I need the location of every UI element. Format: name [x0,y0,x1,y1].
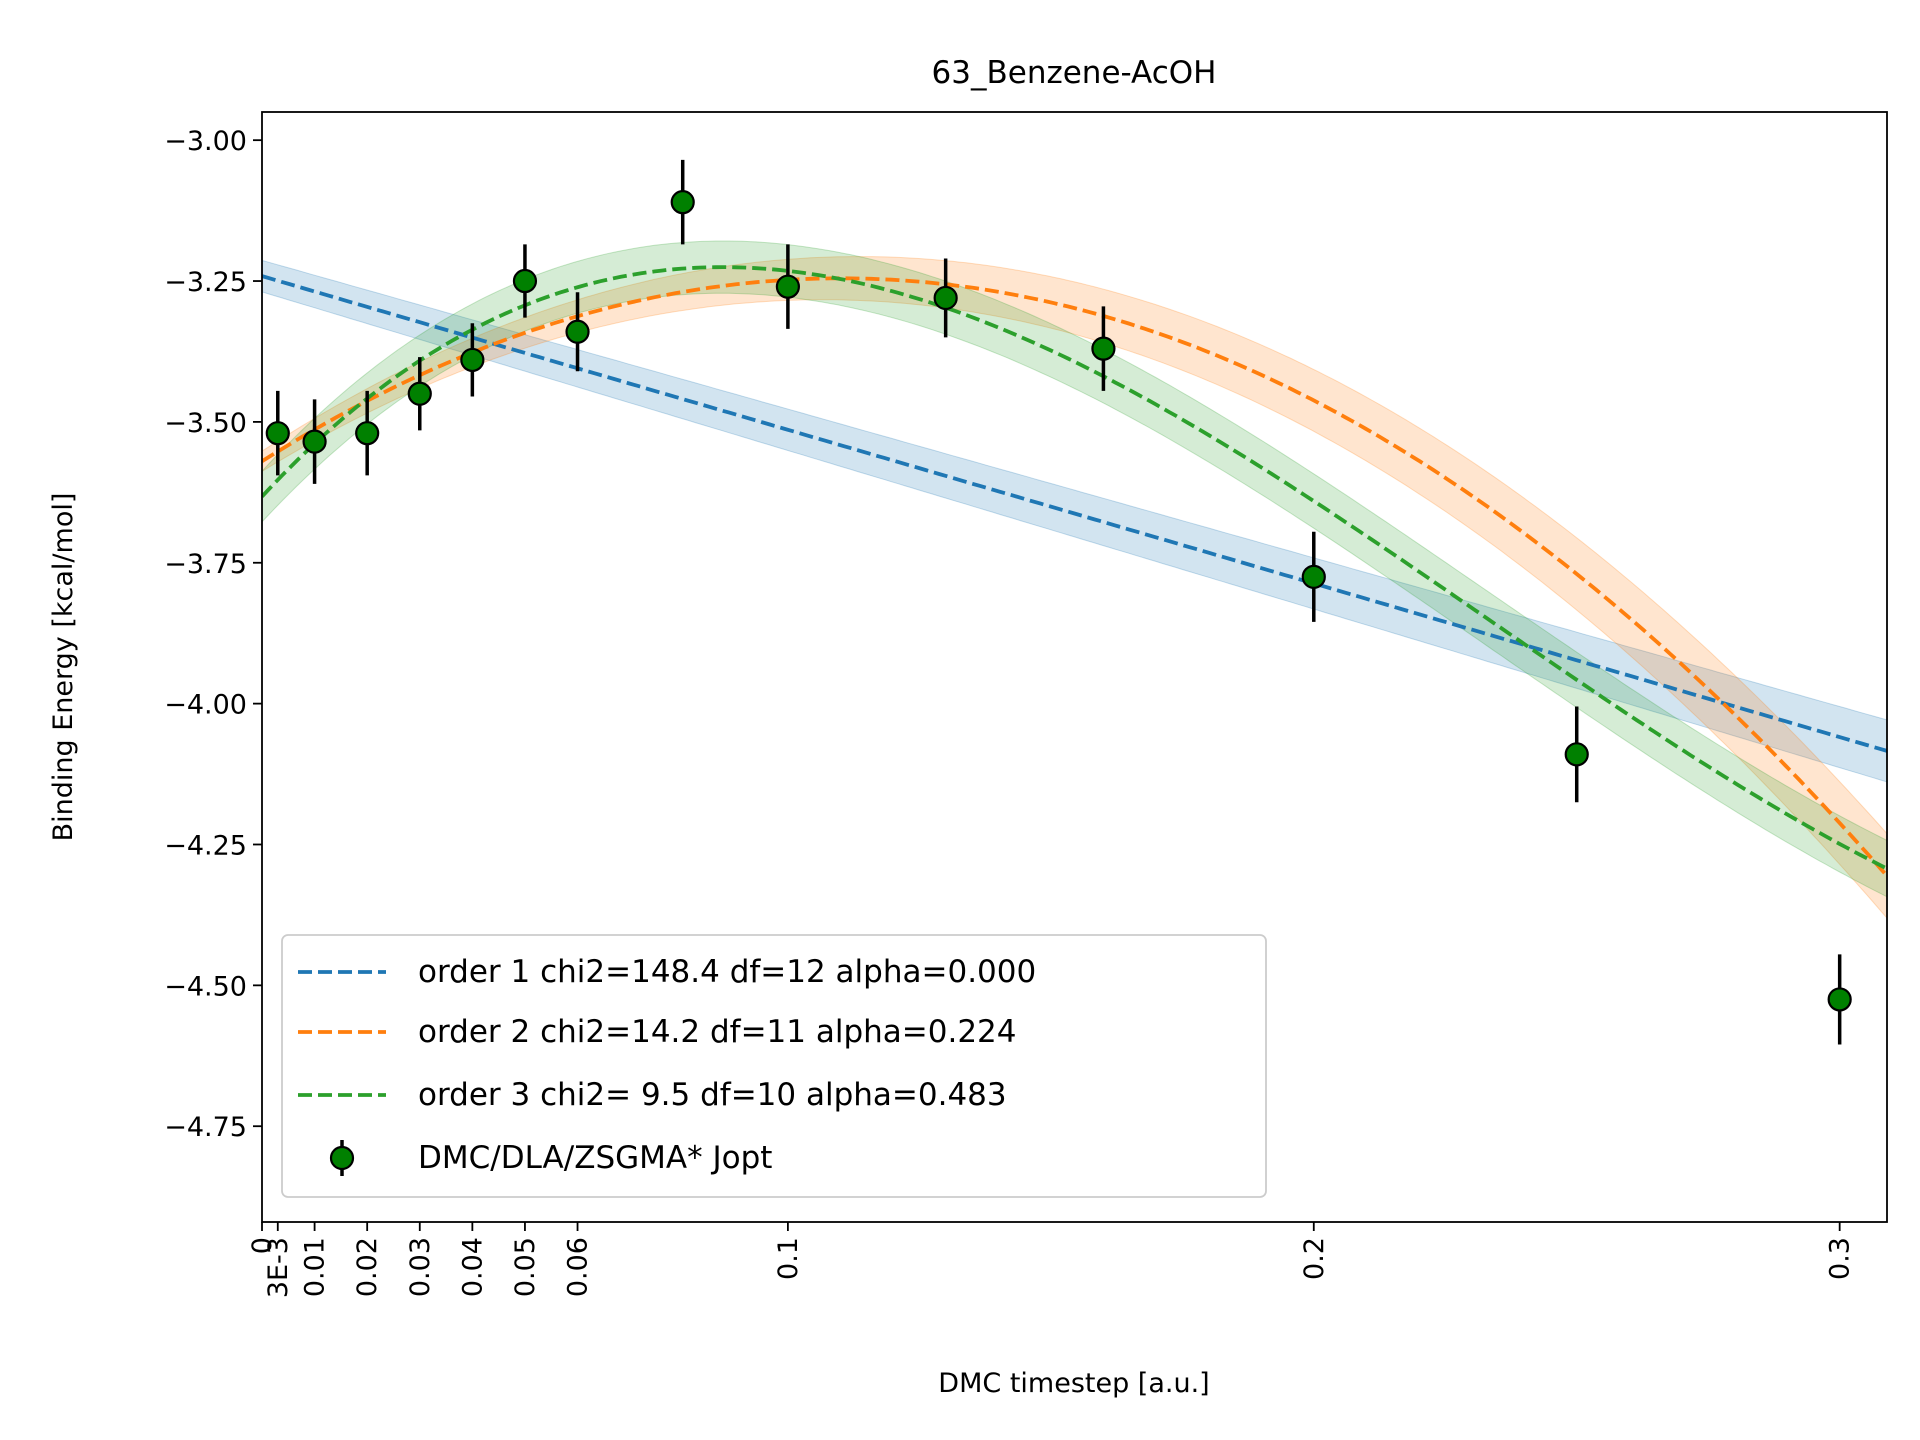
y-tick-label: −4.25 [164,830,247,861]
data-marker [1091,336,1116,361]
legend-label-order-2: order 2 chi2=14.2 df=11 alpha=0.224 [418,1014,1017,1050]
y-axis: −3.00 −3.25 −3.50 −3.75 −4.00 −4.25 −4.50 −4.75 [164,126,262,1143]
data-marker [1301,564,1326,589]
x-tick-label: 0.03 [405,1237,436,1297]
legend-box [281,934,1267,1198]
x-tick-label: 3E-3 [263,1237,294,1298]
fit-line-order-2 [262,276,1887,878]
x-tick-label: 0.06 [563,1237,594,1297]
fit-line-order-1 [262,274,1887,753]
x-tick-label: 0.1 [773,1237,804,1280]
data-point [302,399,327,484]
x-tick-label: 0 [247,1237,278,1254]
data-point [933,258,958,338]
data-marker [1827,987,1852,1012]
y-tick-label: −3.25 [164,267,247,298]
legend-swatch-marker [329,1145,355,1171]
data-marker [302,429,327,454]
data-marker [775,274,800,299]
data-point [1301,531,1326,622]
y-tick-label: −3.00 [164,126,247,157]
data-marker [670,190,695,215]
data-point [1827,954,1852,1045]
data-marker [407,381,432,406]
legend-label-order-1: order 1 chi2=148.4 df=12 alpha=0.000 [418,954,1036,990]
x-tick-label: 0.01 [300,1237,331,1297]
data-points [265,159,1852,1045]
data-point [670,159,695,245]
y-tick-label: −3.75 [164,549,247,580]
legend-label-data: DMC/DLA/ZSGMA* Jopt [418,1140,772,1176]
data-point [512,244,538,318]
data-marker [355,421,380,446]
data-marker [265,421,290,446]
band-order-2 [262,256,1887,919]
confidence-bands [262,240,1887,919]
data-point [407,357,432,431]
data-marker [565,319,590,344]
data-point [265,390,290,476]
band-order-3 [262,240,1887,898]
x-tick-label: 0.3 [1825,1237,1856,1280]
data-point [355,390,380,476]
fit-line-order-3 [262,265,1887,871]
data-point [460,323,485,397]
x-tick-label: 0.04 [457,1237,488,1297]
y-tick-label: −4.75 [164,1112,247,1143]
x-tick-label: 0.05 [510,1237,541,1297]
data-point [565,292,590,372]
x-axis-label: DMC timestep [a.u.] [938,1368,1209,1399]
band-order-1 [262,259,1887,783]
y-axis-label: Binding Energy [kcal/mol] [48,493,79,842]
x-tick-label: 0.02 [352,1237,383,1297]
data-marker [460,347,485,373]
fit-lines [262,265,1887,878]
plot-frame [261,111,1888,1223]
data-point [775,244,800,329]
x-axis: 03E-3 0.01 0.02 0.03 0.04 0.05 0.06 0.1 0.2 0.3 [247,1222,1856,1298]
chart-title: 63_Benzene-AcOH [932,55,1217,91]
data-marker [512,268,538,294]
data-point [1091,306,1116,391]
legend: order 1 chi2=148.4 df=12 alpha=0.000 ord… [281,934,1267,1198]
x-tick-label: 0.2 [1299,1237,1330,1280]
y-tick-label: −4.50 [164,971,247,1002]
data-marker [1564,742,1589,767]
data-marker [933,285,958,311]
y-tick-label: −4.00 [164,690,247,721]
y-tick-label: −3.50 [164,408,247,439]
data-point [1564,706,1589,803]
legend-label-order-3: order 3 chi2= 9.5 df=10 alpha=0.483 [418,1077,1007,1113]
